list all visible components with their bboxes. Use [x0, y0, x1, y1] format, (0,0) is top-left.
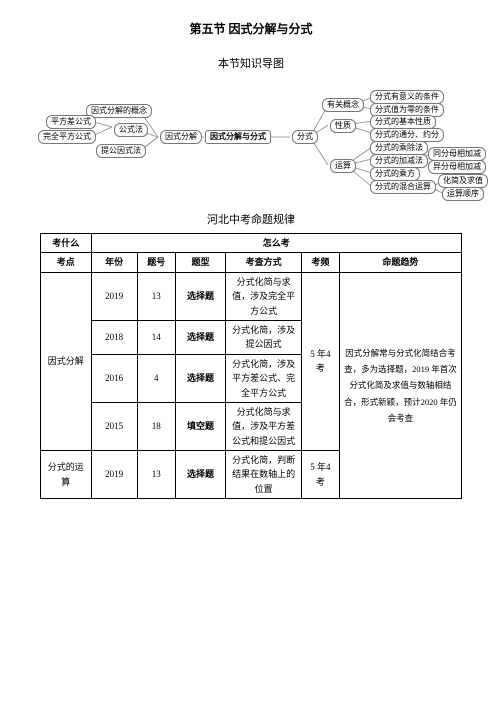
th-c1: 考什么: [41, 234, 92, 253]
cell-trend: 因式分解常与分式化简结合考查，多为选择题，2019 年首次分式化简及求值与数轴相…: [339, 272, 461, 498]
node-rc: 运算: [330, 159, 356, 173]
cell-type: 选择题: [175, 354, 226, 402]
th-h1: 考点: [41, 253, 92, 272]
cell-mode: 分式化简，涉及提公因式: [226, 320, 302, 354]
node-rb: 性质: [330, 119, 356, 133]
cell-year: 2015: [91, 402, 137, 450]
node-right-main: 分式: [292, 130, 318, 144]
cell-num: 13: [137, 451, 175, 499]
th-h6: 考频: [301, 253, 339, 272]
node-left-b1: 因式分解的概念: [86, 104, 152, 118]
th-h2: 年份: [91, 253, 137, 272]
cell-type: 选择题: [175, 451, 226, 499]
cell-topic2: 分式的运算: [41, 451, 92, 499]
node-center: 因式分解与分式: [205, 130, 271, 144]
th-h5: 考查方式: [226, 253, 302, 272]
cell-type: 选择题: [175, 272, 226, 320]
node-left-b2: 公式法: [114, 123, 148, 137]
cell-mode: 分式化简，判断结果在数轴上的位置: [226, 451, 302, 499]
cell-year: 2019: [91, 451, 137, 499]
table-subtitle: 河北中考命题规律: [40, 211, 462, 227]
cell-num: 14: [137, 320, 175, 354]
cell-mode: 分式化简与求值，涉及平方差公式和提公因式: [226, 402, 302, 450]
cell-year: 2018: [91, 320, 137, 354]
cell-mode: 分式化简与求值，涉及完全平方公式: [226, 272, 302, 320]
cell-topic1: 因式分解: [41, 272, 92, 450]
table-row: 因式分解 2019 13 选择题 分式化简与求值，涉及完全平方公式 5 年4 考…: [41, 272, 462, 320]
exam-table: 考什么 怎么考 考点 年份 题号 题型 考查方式 考频 命题趋势 因式分解 20…: [40, 233, 462, 499]
cell-num: 13: [137, 272, 175, 320]
cell-type: 填空题: [175, 402, 226, 450]
node-ra: 有关概念: [322, 98, 364, 112]
node-rc4b: 运算顺序: [442, 187, 484, 201]
cell-num: 18: [137, 402, 175, 450]
knowledge-diagram: 因式分解与分式 因式分解 因式分解的概念 公式法 平方差公式 完全平方公式 提公…: [40, 77, 462, 197]
node-rc4: 分式的混合运算: [370, 180, 436, 194]
node-left-main: 因式分解: [160, 130, 202, 144]
diagram-subtitle: 本节知识导图: [40, 55, 462, 71]
node-rc2b: 异分母相加减: [428, 160, 486, 174]
cell-num: 4: [137, 354, 175, 402]
table-row: 考什么 怎么考: [41, 234, 462, 253]
node-left-b3: 提公因式法: [96, 144, 146, 158]
table-row: 考点 年份 题号 题型 考查方式 考频 命题趋势: [41, 253, 462, 272]
node-left-b2a: 平方差公式: [46, 115, 96, 129]
th-h7: 命题趋势: [339, 253, 461, 272]
th-h4: 题型: [175, 253, 226, 272]
th-h3: 题号: [137, 253, 175, 272]
cell-freq2: 5 年4 考: [301, 451, 339, 499]
th-c2: 怎么考: [91, 234, 461, 253]
cell-mode: 分式化简，涉及平方差公式、完全平方公式: [226, 354, 302, 402]
page-title: 第五节 因式分解与分式: [40, 20, 462, 37]
cell-year: 2016: [91, 354, 137, 402]
cell-freq1: 5 年4 考: [301, 272, 339, 450]
cell-type: 选择题: [175, 320, 226, 354]
node-left-b2b: 完全平方公式: [38, 130, 96, 144]
cell-year: 2019: [91, 272, 137, 320]
